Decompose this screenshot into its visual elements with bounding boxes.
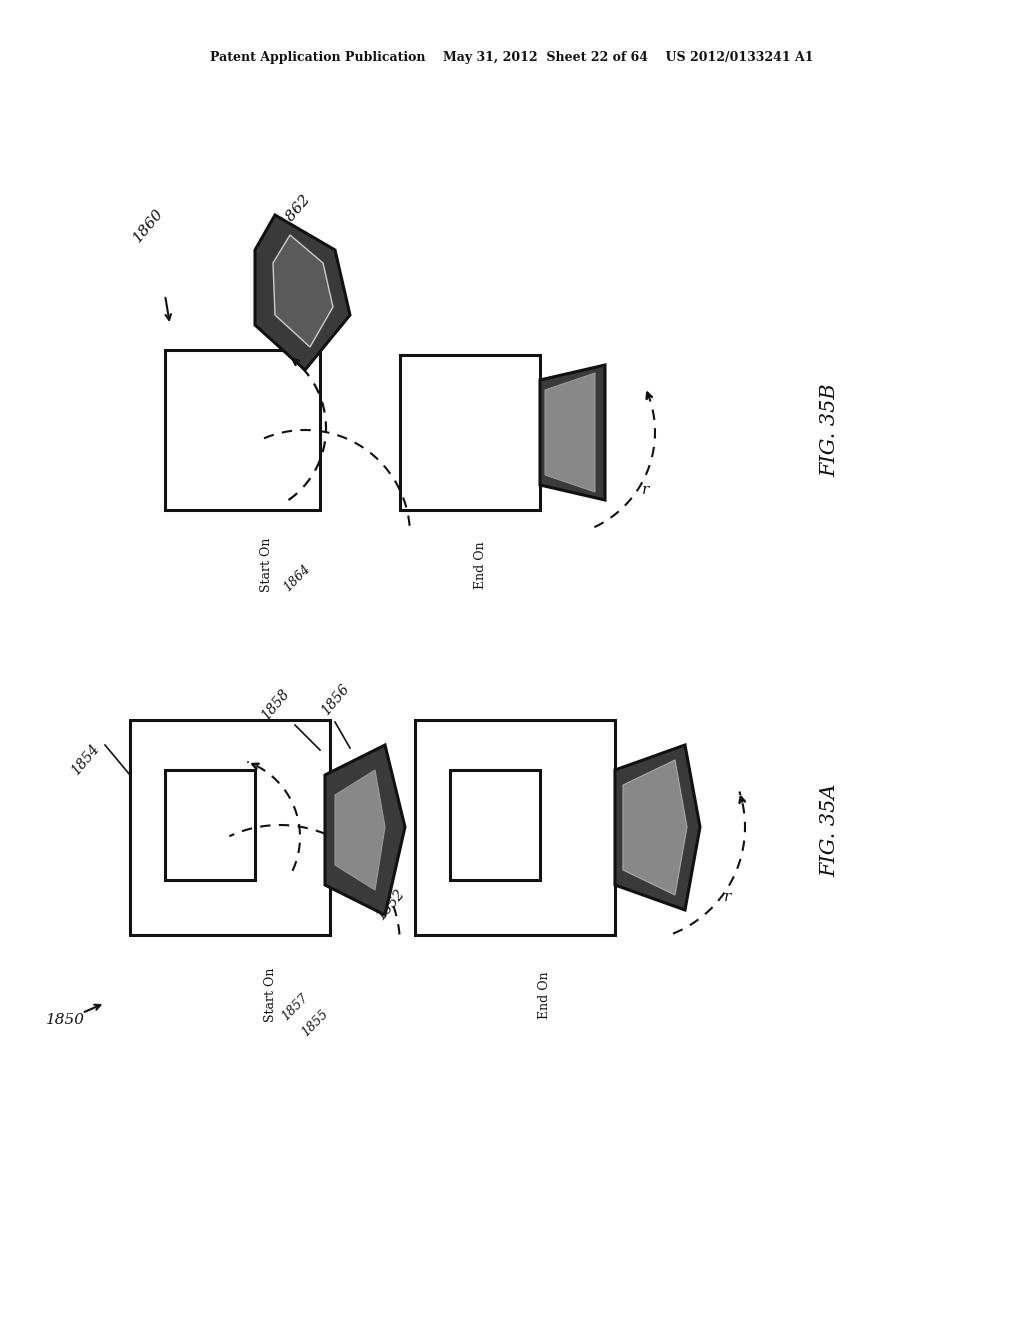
Text: 1862: 1862: [278, 190, 313, 230]
Polygon shape: [545, 374, 595, 492]
Text: FIG. 35A: FIG. 35A: [820, 783, 840, 876]
Polygon shape: [615, 744, 700, 909]
Text: 1854: 1854: [69, 742, 101, 777]
Text: End On: End On: [539, 972, 552, 1019]
Text: 1852: 1852: [373, 887, 407, 923]
Text: Start On: Start On: [260, 537, 273, 593]
Text: 1857: 1857: [280, 991, 311, 1023]
Text: 1855: 1855: [299, 1007, 331, 1039]
Polygon shape: [325, 744, 406, 915]
Text: 1860: 1860: [130, 206, 166, 244]
Text: End On: End On: [473, 541, 486, 589]
Text: Start On: Start On: [263, 968, 276, 1022]
Text: FIG. 35B: FIG. 35B: [820, 383, 840, 477]
Text: r: r: [641, 483, 649, 496]
Polygon shape: [623, 760, 687, 895]
Bar: [165, 350, 319, 510]
Bar: [400, 355, 540, 510]
Polygon shape: [540, 366, 605, 500]
Bar: [415, 719, 615, 935]
Text: 1858: 1858: [258, 686, 292, 723]
Text: 1850: 1850: [45, 1012, 85, 1027]
Polygon shape: [273, 235, 333, 347]
Polygon shape: [335, 770, 385, 890]
Bar: [165, 770, 255, 880]
Polygon shape: [255, 215, 350, 370]
Text: Patent Application Publication    May 31, 2012  Sheet 22 of 64    US 2012/013324: Patent Application Publication May 31, 2…: [210, 51, 814, 65]
Text: r: r: [724, 890, 731, 904]
Text: 1856: 1856: [318, 682, 352, 718]
Bar: [130, 719, 330, 935]
Bar: [450, 770, 540, 880]
Text: 1864: 1864: [282, 562, 313, 594]
